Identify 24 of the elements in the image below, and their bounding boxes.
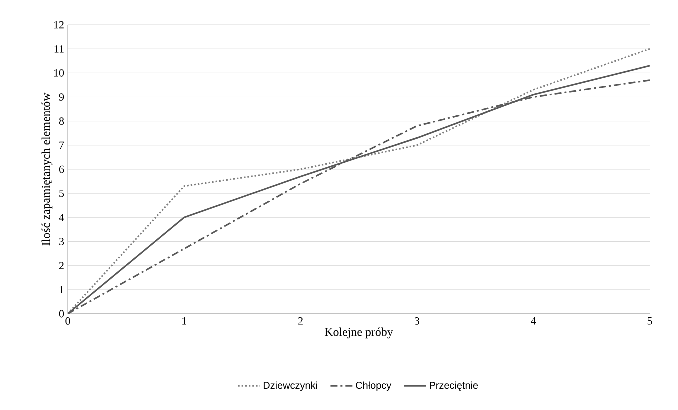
y-tick-label: 11 [54,45,64,53]
x-tick-label: 3 [414,318,420,325]
y-tick-label: 3 [60,238,64,246]
y-axis-title: Ilość zapamiętanych elementów [42,92,53,246]
y-tick-label: 6 [59,166,64,174]
x-tick-label: 1 [182,318,186,325]
x-tick-label: 5 [648,318,652,325]
x-tick-label: 4 [531,318,536,325]
y-tick-label: 7 [60,142,64,150]
legend-label: Chłopcy [356,382,392,392]
x-axis-title: Kolejne próby [324,328,394,339]
y-tick-label: 1 [60,286,64,294]
legend-label: Przeciętnie [430,382,478,392]
y-tick-label: 12 [54,21,64,29]
y-tick-label: 10 [54,69,64,77]
y-tick-label: 0 [59,310,64,318]
y-tick-label: 8 [59,118,64,126]
x-tick-label: 2 [298,318,303,325]
y-tick-label: 5 [60,190,64,198]
y-tick-label: 2 [59,262,64,270]
x-tick-label: 0 [66,318,70,325]
y-tick-label: 9 [59,94,64,101]
legend-label: Dziewczynki [264,382,318,392]
y-tick-label: 4 [59,214,64,222]
